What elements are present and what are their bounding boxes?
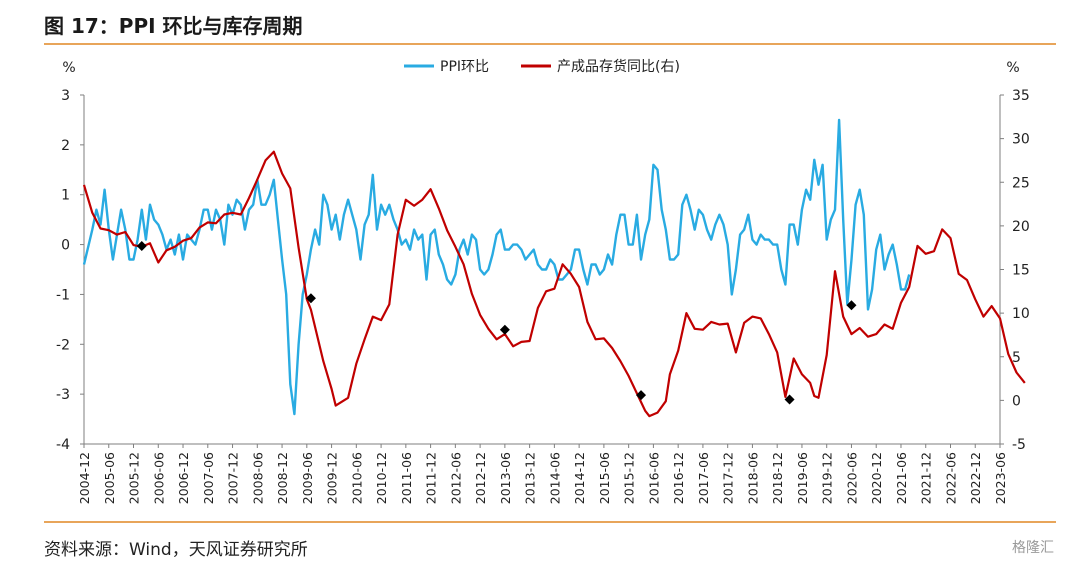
right-tick-label: 30 xyxy=(1012,132,1030,148)
x-tick-label: 2006-12 xyxy=(176,452,191,504)
x-tick-label: 2022-12 xyxy=(968,452,983,504)
turning-point-marker xyxy=(846,300,857,311)
x-tick-label: 2014-12 xyxy=(572,452,587,504)
x-tick-label: 2009-12 xyxy=(325,452,340,504)
x-tick-label: 2019-12 xyxy=(820,452,835,504)
x-tick-label: 2016-12 xyxy=(671,452,686,504)
left-tick-label: 0 xyxy=(61,238,70,254)
chart-legend: PPI环比 产成品存货同比(右) xyxy=(404,58,680,75)
x-tick-label: 2018-06 xyxy=(745,452,760,504)
x-tick-label: 2018-12 xyxy=(770,452,785,504)
x-tick-label: 2008-06 xyxy=(250,452,265,504)
x-tick-label: 2005-12 xyxy=(127,452,142,504)
x-tick-label: 2012-06 xyxy=(448,452,463,504)
chart-series xyxy=(82,118,1026,418)
source-note: 资料来源：Wind，天风证券研究所 xyxy=(44,540,308,560)
x-tick-label: 2012-12 xyxy=(473,452,488,504)
left-tick-label: 2 xyxy=(61,138,70,154)
x-tick-label: 2013-06 xyxy=(498,452,513,504)
x-tick-label: 2023-06 xyxy=(993,452,1008,504)
x-tick-label: 2009-06 xyxy=(300,452,315,504)
x-tick-label: 2015-12 xyxy=(622,452,637,504)
x-tick-label: 2008-12 xyxy=(275,452,290,504)
chart-markers xyxy=(136,240,857,405)
left-tick-label: -4 xyxy=(56,437,70,453)
x-tick-label: 2014-06 xyxy=(547,452,562,504)
right-tick-label: 20 xyxy=(1012,219,1030,235)
x-tick-label: 2010-06 xyxy=(349,452,364,504)
left-tick-label: 3 xyxy=(61,88,70,104)
right-tick-label: 25 xyxy=(1012,175,1030,191)
x-tick-label: 2013-12 xyxy=(523,452,538,504)
turning-point-marker xyxy=(305,293,316,304)
x-tick-label: 2020-12 xyxy=(869,452,884,504)
turning-point-marker xyxy=(136,240,147,251)
x-tick-label: 2011-12 xyxy=(424,452,439,504)
right-tick-label: 10 xyxy=(1012,306,1030,322)
figure-title: 图 17：PPI 环比与库存周期 xyxy=(44,14,303,38)
x-tick-label: 2022-06 xyxy=(943,452,958,504)
legend-label-inventory: 产成品存货同比(右) xyxy=(557,58,680,75)
x-tick-label: 2017-12 xyxy=(721,452,736,504)
x-tick-label: 2004-12 xyxy=(77,452,92,504)
x-tick-label: 2015-06 xyxy=(597,452,612,504)
left-tick-label: -2 xyxy=(56,337,70,353)
x-tick-label: 2020-06 xyxy=(844,452,859,504)
turning-point-marker xyxy=(636,390,647,401)
x-tick-label: 2011-06 xyxy=(399,452,414,504)
turning-point-marker xyxy=(784,394,795,405)
left-tick-label: -1 xyxy=(56,287,70,303)
x-tick-label: 2007-12 xyxy=(226,452,241,504)
right-tick-label: 35 xyxy=(1012,88,1030,104)
x-tick-label: 2005-06 xyxy=(102,452,117,504)
x-tick-label: 2016-06 xyxy=(646,452,661,504)
right-tick-label: 15 xyxy=(1012,263,1030,279)
left-unit-label: % xyxy=(62,60,75,76)
x-tick-label: 2021-12 xyxy=(919,452,934,504)
x-tick-label: 2019-06 xyxy=(795,452,810,504)
x-tick-label: 2007-06 xyxy=(201,452,216,504)
source-rule xyxy=(44,521,1056,523)
title-rule xyxy=(44,43,1056,45)
x-tick-label: 2010-12 xyxy=(374,452,389,504)
left-tick-label: -3 xyxy=(56,387,70,403)
series-line-0 xyxy=(82,118,911,416)
watermark-logo: 格隆汇 xyxy=(1012,540,1054,556)
right-tick-label: 5 xyxy=(1012,350,1021,366)
x-tick-label: 2006-06 xyxy=(151,452,166,504)
right-tick-label: -5 xyxy=(1012,437,1026,453)
x-tick-label: 2021-06 xyxy=(894,452,909,504)
left-tick-label: 1 xyxy=(61,188,70,204)
turning-point-marker xyxy=(499,324,510,335)
right-tick-label: 0 xyxy=(1012,393,1021,409)
legend-label-ppi: PPI环比 xyxy=(440,59,489,75)
right-unit-label: % xyxy=(1006,60,1019,76)
x-tick-label: 2017-06 xyxy=(696,452,711,504)
series-line-1 xyxy=(82,150,1026,418)
